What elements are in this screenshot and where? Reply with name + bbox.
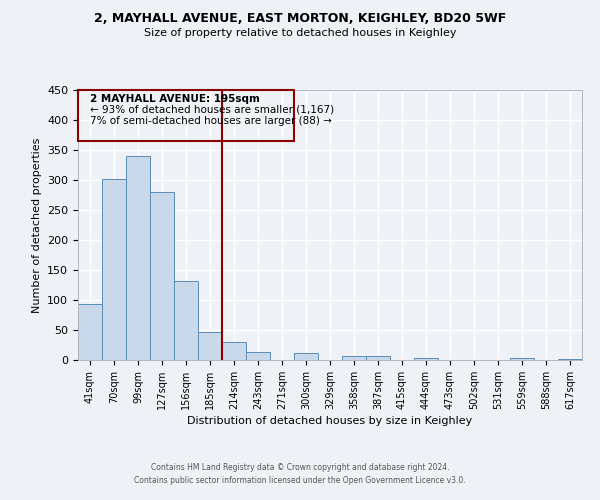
Bar <box>222 342 246 360</box>
Text: 2 MAYHALL AVENUE: 195sqm: 2 MAYHALL AVENUE: 195sqm <box>90 94 260 104</box>
Bar <box>510 358 534 360</box>
Y-axis label: Number of detached properties: Number of detached properties <box>32 138 41 312</box>
Bar <box>558 359 582 360</box>
Text: 2, MAYHALL AVENUE, EAST MORTON, KEIGHLEY, BD20 5WF: 2, MAYHALL AVENUE, EAST MORTON, KEIGHLEY… <box>94 12 506 26</box>
Bar <box>294 353 318 360</box>
Text: Contains HM Land Registry data © Crown copyright and database right 2024.: Contains HM Land Registry data © Crown c… <box>151 464 449 472</box>
Text: Size of property relative to detached houses in Keighley: Size of property relative to detached ho… <box>144 28 456 38</box>
Bar <box>174 282 198 360</box>
Bar <box>198 332 222 360</box>
Bar <box>126 156 150 360</box>
Bar <box>102 180 126 360</box>
Bar <box>150 192 174 360</box>
X-axis label: Distribution of detached houses by size in Keighley: Distribution of detached houses by size … <box>187 416 473 426</box>
Bar <box>366 356 390 360</box>
Bar <box>342 356 366 360</box>
Bar <box>78 304 102 360</box>
Text: ← 93% of detached houses are smaller (1,167): ← 93% of detached houses are smaller (1,… <box>90 105 334 115</box>
Text: 7% of semi-detached houses are larger (88) →: 7% of semi-detached houses are larger (8… <box>90 116 332 126</box>
Bar <box>78 90 294 141</box>
Bar <box>414 358 438 360</box>
Text: Contains public sector information licensed under the Open Government Licence v3: Contains public sector information licen… <box>134 476 466 485</box>
Bar <box>246 352 270 360</box>
